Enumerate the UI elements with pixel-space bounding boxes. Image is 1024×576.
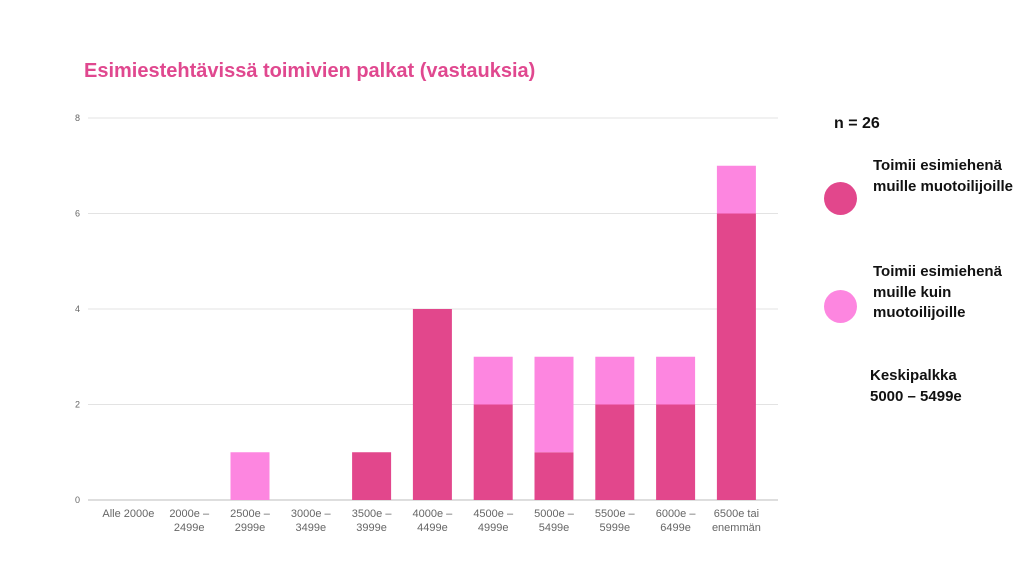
- average-salary-note: Keskipalkka 5000 – 5499e: [870, 366, 1020, 407]
- bar-segment: [716, 165, 756, 214]
- y-tick-label: 4: [75, 304, 80, 314]
- average-salary-heading: Keskipalkka: [870, 367, 957, 384]
- legend-swatch-dark-pink: [824, 182, 857, 215]
- y-tick-label: 0: [75, 495, 80, 505]
- legend-label: Toimii esimiehenä muille kuin muotoilijo…: [873, 263, 1002, 322]
- x-tick-label: 2500e –: [230, 508, 271, 520]
- x-tick-label: 6500e tai: [714, 508, 759, 520]
- x-tick-label: Alle 2000e: [102, 508, 154, 520]
- x-tick-label: 5000e –: [534, 508, 575, 520]
- bar-segment: [352, 452, 392, 500]
- x-tick-label: 4500e –: [473, 508, 514, 520]
- sample-size-label: n = 26: [834, 115, 880, 132]
- bar-segment: [595, 356, 635, 405]
- axis-labels: 0 2 4 6 8 Alle 2000e 2000e – 2499e 2500e – 2999e 3…: [75, 113, 761, 534]
- x-tick-label: 5499e: [539, 522, 570, 534]
- chart-title: Esimiestehtävissä toimivien palkat (vast…: [84, 60, 536, 82]
- x-tick-label: 6000e –: [656, 508, 697, 520]
- bar-segment: [412, 309, 452, 500]
- x-tick-label: 5500e –: [595, 508, 636, 520]
- legend-label: Toimii esimiehenä muille muotoilijoille: [873, 157, 1014, 195]
- bar-segment: [230, 452, 270, 500]
- legend-item-muotoilijoille: Toimii esimiehenä muille muotoilijoille: [824, 156, 1014, 246]
- legend-swatch-light-pink: [824, 290, 857, 323]
- y-tick-label: 6: [75, 209, 80, 219]
- bar-segment: [473, 356, 513, 405]
- bar-segment: [473, 404, 513, 500]
- x-tick-label: 2499e: [174, 522, 205, 534]
- x-tick-label: 4499e: [417, 522, 448, 534]
- x-tick-label: 3999e: [356, 522, 387, 534]
- bar-segment: [595, 404, 635, 500]
- average-salary-value: 5000 – 5499e: [870, 387, 962, 405]
- bar-segment: [656, 356, 696, 405]
- y-tick-label: 8: [75, 113, 80, 123]
- y-tick-label: 2: [75, 400, 80, 410]
- x-tick-label: 2000e –: [169, 508, 210, 520]
- bar-segment: [534, 452, 574, 500]
- x-tick-label: 3500e –: [352, 508, 393, 520]
- bars: [230, 165, 756, 500]
- bar-segment: [656, 404, 696, 500]
- x-tick-label: 4999e: [478, 522, 509, 534]
- bar-segment: [534, 356, 574, 453]
- x-tick-label: enemmän: [712, 522, 761, 534]
- x-tick-label: 3000e –: [291, 508, 332, 520]
- x-tick-label: 3499e: [296, 522, 327, 534]
- x-tick-label: 2999e: [235, 522, 266, 534]
- legend-item-muille-kuin: Toimii esimiehenä muille kuin muotoilijo…: [824, 262, 1014, 352]
- bar-segment: [716, 213, 756, 500]
- x-tick-label: 5999e: [600, 522, 631, 534]
- x-tick-label: 6499e: [660, 522, 691, 534]
- x-tick-label: 4000e –: [413, 508, 454, 520]
